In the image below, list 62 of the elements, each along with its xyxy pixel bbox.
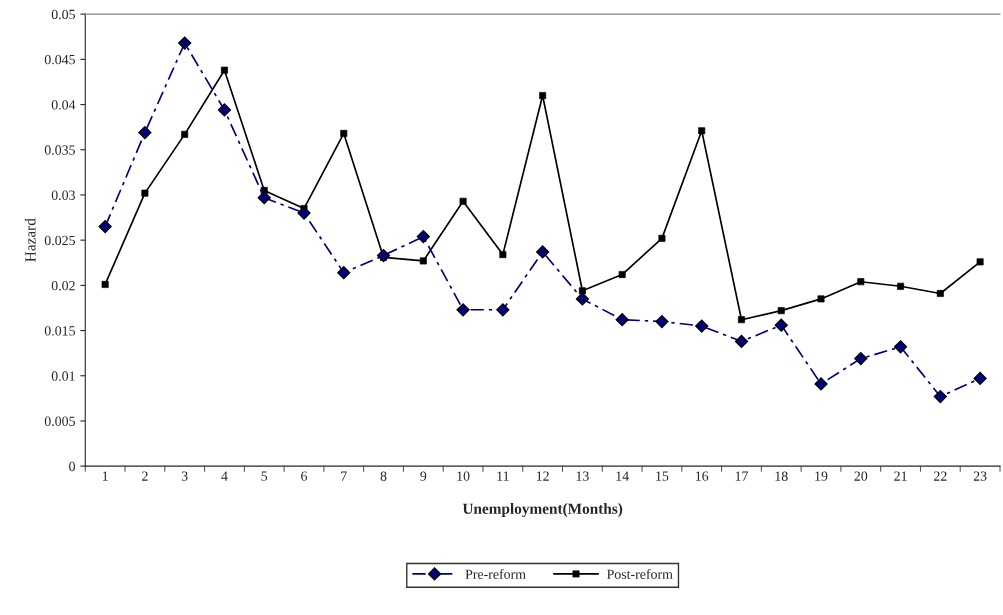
x-tick-label: 5 <box>261 471 268 481</box>
x-tick-label: 4 <box>221 471 228 481</box>
point <box>655 314 669 329</box>
point <box>854 351 868 366</box>
x-tick-label: 1 <box>102 471 108 481</box>
x-tick-label: 3 <box>181 471 188 481</box>
y-tick-label: 0.02 <box>51 280 75 291</box>
point <box>257 191 271 205</box>
point <box>456 303 470 317</box>
y-tick-label: 0.045 <box>44 54 75 65</box>
point <box>98 220 112 234</box>
point <box>814 377 828 391</box>
y-tick-label: 0 <box>69 461 75 472</box>
y-tick-label: 0.015 <box>44 326 75 336</box>
x-tick-label: 21 <box>894 471 907 481</box>
x-tick-label: 13 <box>576 471 589 481</box>
y-tick-label: 0.04 <box>51 100 76 110</box>
x-tick-label: 23 <box>973 471 987 481</box>
point <box>416 229 430 244</box>
x-tick-label: 16 <box>695 471 709 481</box>
x-tick-label: 15 <box>656 471 669 481</box>
point <box>615 313 629 327</box>
y-tick-label: 0.01 <box>51 371 75 381</box>
point <box>734 334 749 348</box>
y-tick-label: 0.025 <box>44 235 75 246</box>
y-axis-title: Hazard <box>24 218 36 262</box>
x-tick-label: 20 <box>854 471 868 481</box>
point <box>539 92 547 99</box>
x-tick-label: 8 <box>380 471 387 481</box>
point <box>536 245 550 259</box>
x-tick-label: 22 <box>934 471 947 481</box>
point <box>297 206 311 220</box>
point <box>933 389 947 404</box>
y-tick-label: 0.03 <box>51 190 75 200</box>
x-tick-label: 2 <box>142 471 148 481</box>
x-tick-label: 10 <box>457 471 470 481</box>
y-tick-label: 0.05 <box>51 9 75 20</box>
x-tick-label: 19 <box>815 471 828 481</box>
y-tick-label: 0.035 <box>44 145 75 155</box>
point <box>893 340 908 354</box>
point <box>575 292 589 306</box>
x-tick-label: 18 <box>775 471 788 481</box>
legend-label: Pre-reform <box>465 569 526 579</box>
legend-label: Post-reform <box>606 569 673 579</box>
point <box>217 103 232 117</box>
point <box>376 248 391 263</box>
x-tick-label: 7 <box>341 471 347 481</box>
x-tick-label: 11 <box>497 471 509 481</box>
point <box>496 303 510 317</box>
point <box>337 266 351 280</box>
point <box>138 125 152 140</box>
x-axis-title: Unemployment(Months) <box>462 503 623 517</box>
point <box>178 36 192 50</box>
x-tick-label: 9 <box>420 471 427 481</box>
x-tick-label: 12 <box>536 471 549 481</box>
point <box>973 371 987 386</box>
x-tick-label: 14 <box>616 471 629 481</box>
y-tick-label: 0.005 <box>44 416 75 426</box>
x-tick-label: 17 <box>735 471 749 481</box>
x-tick-label: 6 <box>301 471 308 481</box>
point <box>774 318 788 332</box>
point <box>695 319 709 333</box>
